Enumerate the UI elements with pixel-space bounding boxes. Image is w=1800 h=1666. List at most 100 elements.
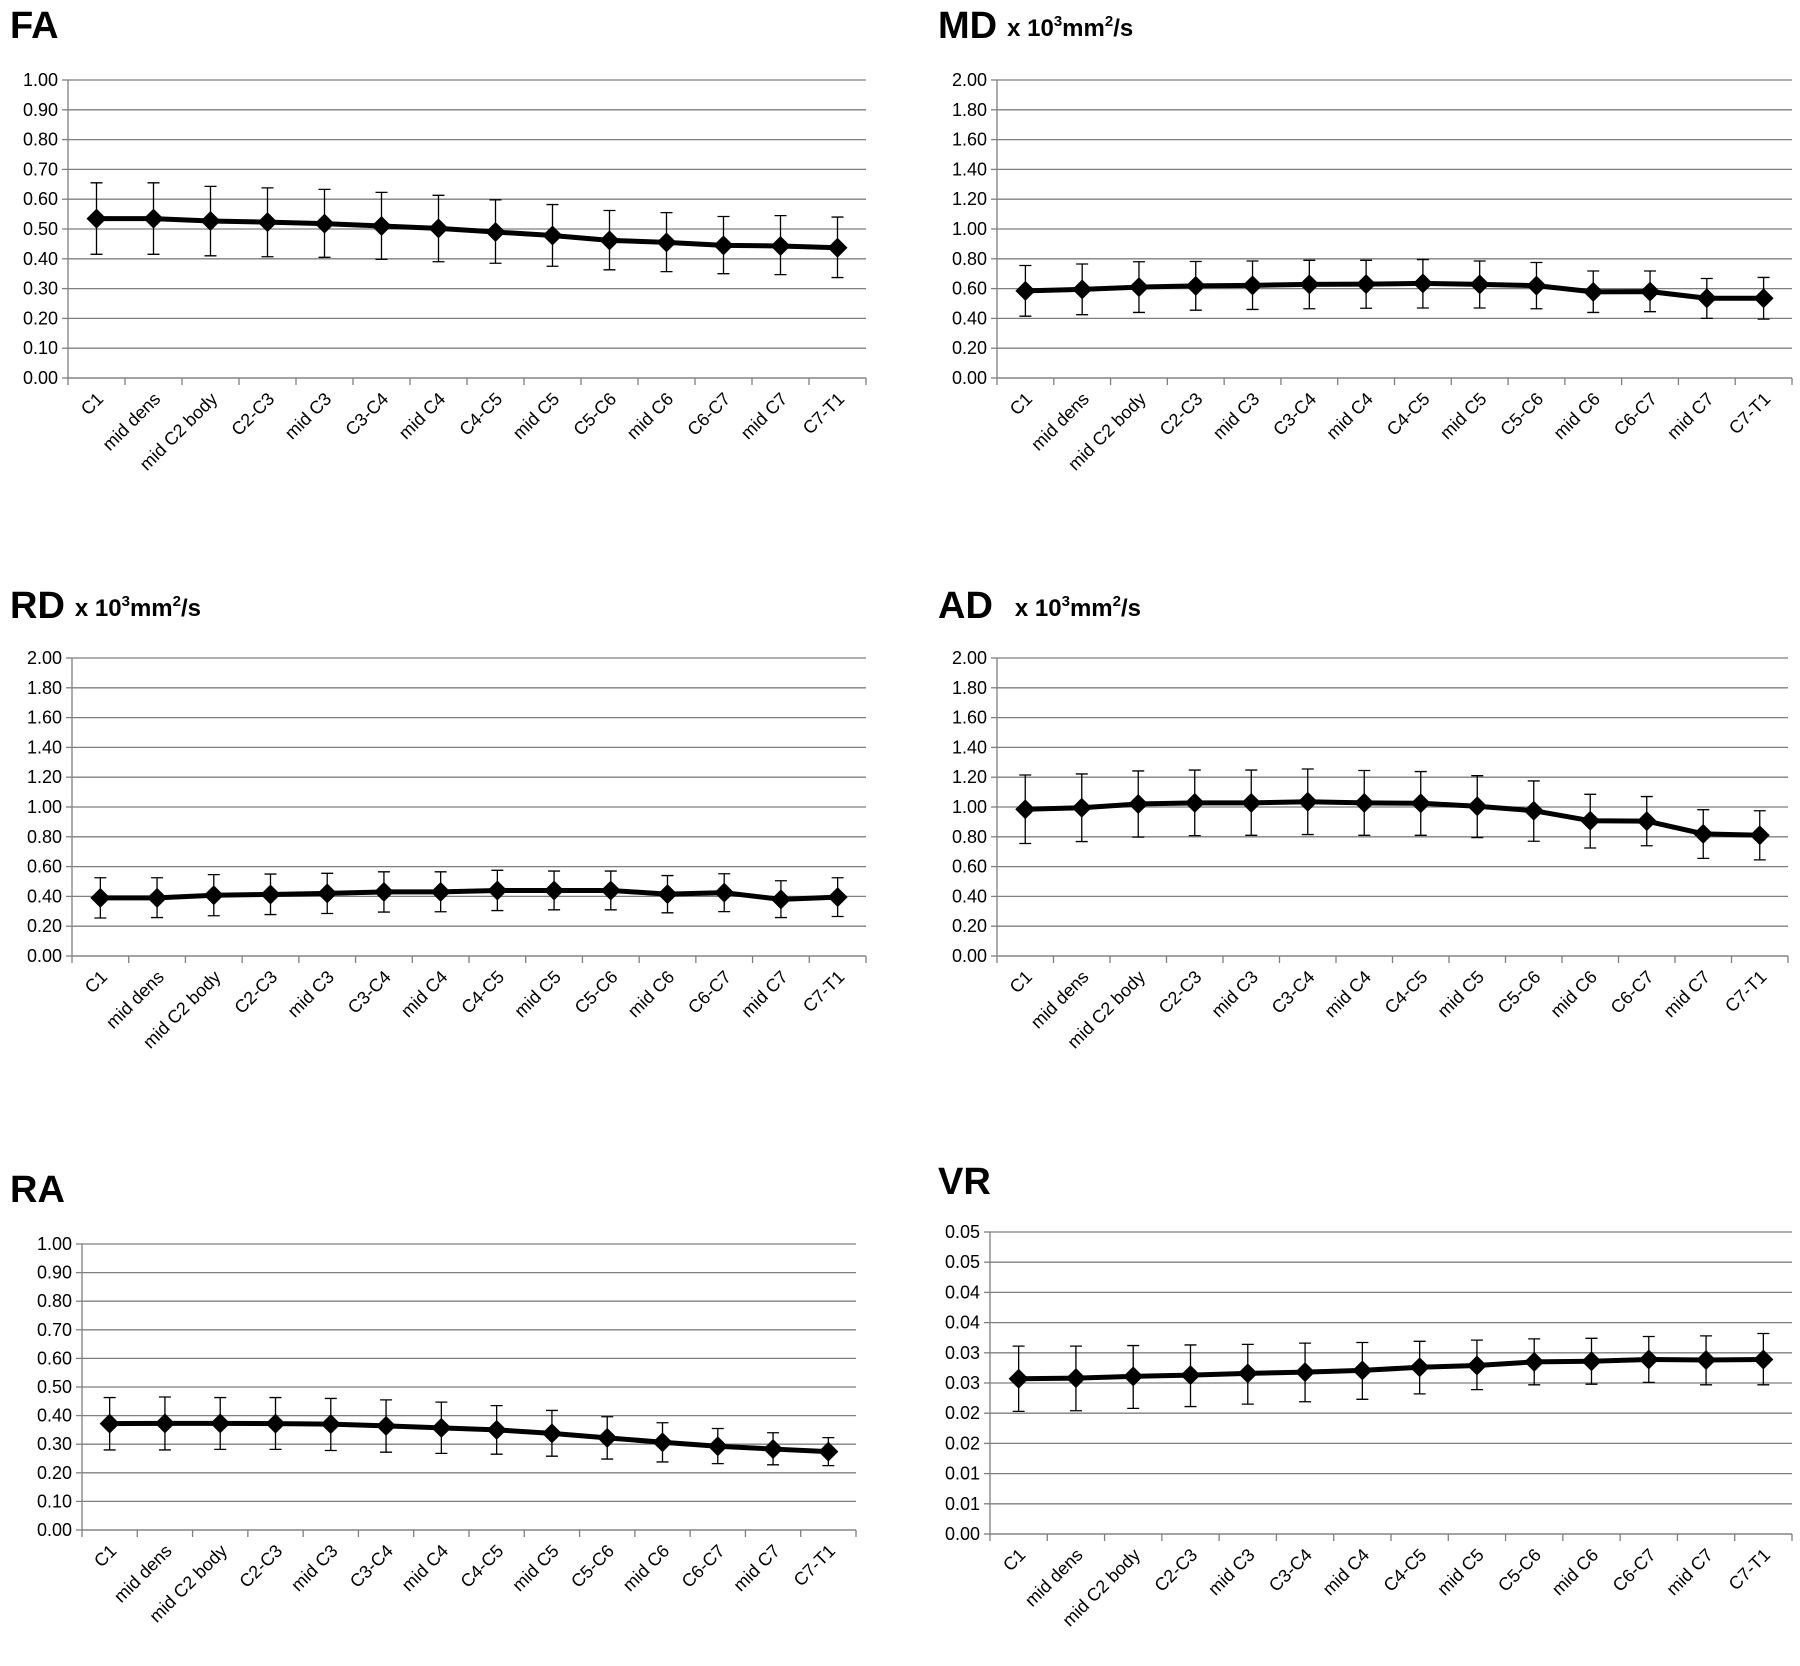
data-point-marker: [1008, 1368, 1029, 1389]
y-tick-label: 0.00: [27, 946, 62, 966]
x-tick-label: C7-T1: [799, 389, 849, 439]
data-point-marker: [1753, 288, 1774, 309]
x-tick-label: mid C7: [737, 967, 791, 1021]
data-point-marker: [1523, 800, 1544, 821]
y-tick-label: 1.20: [952, 189, 987, 209]
data-point-marker: [487, 880, 508, 901]
x-tick-label: mid C5: [510, 967, 564, 1021]
x-tick-label: C4-C5: [1383, 389, 1434, 440]
y-tick-label: 1.40: [27, 737, 62, 757]
data-point-marker: [1753, 1349, 1774, 1370]
data-point-marker: [430, 881, 451, 902]
data-point-marker: [486, 1419, 507, 1440]
x-tick-label: mid C5: [509, 389, 563, 443]
y-tick-label: 1.40: [952, 159, 987, 179]
y-tick-label: 0.90: [37, 1263, 72, 1283]
data-point-marker: [147, 887, 168, 908]
x-tick-label: C7-T1: [1725, 389, 1775, 439]
data-point-marker: [1524, 1351, 1545, 1372]
series: [1015, 768, 1770, 861]
chart-title: RD: [10, 585, 65, 627]
x-tick-label: C4-C5: [1381, 967, 1432, 1018]
y-tick-label: 1.20: [952, 767, 987, 787]
x-tick-label: C6-C7: [678, 1541, 729, 1592]
unit-exponent: 3: [1062, 593, 1070, 610]
series: [90, 869, 848, 919]
y-tick-label: 1.00: [952, 219, 987, 239]
x-tick-label: mid C7: [1662, 1545, 1716, 1599]
x-tick-label: C6-C7: [1610, 389, 1661, 440]
data-point-marker: [600, 880, 621, 901]
x-tick-label: C5-C6: [1494, 967, 1545, 1018]
x-tick-label: mid C4: [1322, 389, 1376, 443]
data-point-marker: [1299, 274, 1320, 295]
y-tick-label: 0.30: [37, 1434, 72, 1454]
x-tick-label: C2-C3: [235, 1541, 286, 1592]
unit-mid: mm: [1062, 15, 1105, 42]
y-tick-label: 0.10: [37, 1491, 72, 1511]
x-tick-label: mid C4: [395, 389, 449, 443]
unit-label: x 103mm2/s: [75, 593, 201, 622]
unit-exponent-2: 2: [1113, 593, 1121, 610]
unit-exponent: 3: [122, 593, 130, 610]
data-point-marker: [656, 232, 677, 253]
unit-end: /s: [1121, 595, 1141, 622]
chart-panel-fa: FA 0.00 0.10 0.20 0.30 0.40 0.50 0.60 0.70 0.80 0.…: [10, 5, 867, 474]
y-tick-label: 1.00: [23, 70, 58, 90]
x-tick-label: C6-C7: [1607, 967, 1658, 1018]
series: [1015, 258, 1774, 320]
data-point-marker: [1185, 275, 1206, 296]
data-point-marker: [200, 210, 221, 231]
data-point-marker: [1410, 793, 1431, 814]
data-point-marker: [827, 237, 848, 258]
y-tick-label: 2.00: [952, 70, 987, 90]
x-tick-label: mid C4: [397, 967, 451, 1021]
data-point-marker: [90, 887, 111, 908]
y-tick-label: 0.70: [23, 159, 58, 179]
x-tick-label: mid C6: [623, 389, 677, 443]
data-point-marker: [485, 221, 506, 242]
unit-end: /s: [181, 595, 201, 622]
x-tick-label: mid C6: [1547, 967, 1601, 1021]
x-tick-label: C5-C6: [569, 389, 620, 440]
x-tick-label: C3-C4: [1265, 1545, 1316, 1596]
y-tick-label: 0.20: [23, 308, 58, 328]
y-tick-label: 0.70: [37, 1320, 72, 1340]
y-tick-label: 0.10: [23, 338, 58, 358]
x-tick-label: C3-C4: [1269, 389, 1320, 440]
x-tick-label: mid C3: [1209, 389, 1263, 443]
data-point-marker: [1409, 1357, 1430, 1378]
x-tick-label: C2-C3: [1150, 1545, 1201, 1596]
y-tick-label: 0.20: [952, 338, 987, 358]
chart-panel-ad: AD x 103mm2/s 0.00 0.20 0.40 0.60 0.80 1.00 1.20…: [938, 585, 1789, 1052]
data-point-marker: [1297, 791, 1318, 812]
series: [1008, 1332, 1774, 1413]
unit-prefix: x 10: [75, 595, 122, 622]
y-tick-label: 0.50: [23, 219, 58, 239]
data-point-marker: [1071, 797, 1092, 818]
y-tick-label: 0.60: [27, 857, 62, 877]
data-point-marker: [1295, 1362, 1316, 1383]
data-point-marker: [652, 1432, 673, 1453]
x-tick-label: C4-C5: [457, 967, 508, 1018]
x-tick-label: mid C3: [1208, 967, 1262, 1021]
x-tick-label: C1: [1006, 967, 1036, 997]
data-point-marker: [99, 1413, 120, 1434]
data-point-marker: [1466, 1355, 1487, 1376]
y-tick-label: 0.00: [23, 368, 58, 388]
data-point-marker: [599, 230, 620, 251]
x-tick-label: mid C7: [1660, 967, 1714, 1021]
y-tick-label: 1.20: [27, 767, 62, 787]
x-tick-label: mid C5: [1436, 389, 1490, 443]
y-tick-label: 0.30: [23, 279, 58, 299]
series: [86, 182, 848, 279]
data-point-marker: [154, 1413, 175, 1434]
x-tick-label: C1: [81, 967, 111, 997]
data-point-marker: [1583, 281, 1604, 302]
unit-label: x 103mm2/s: [1007, 13, 1133, 42]
x-tick-label: C3-C4: [346, 1541, 397, 1592]
chart-panel-ra: RA 0.00 0.10 0.20 0.30 0.40 0.50 0.60 0.70 0.80 0.…: [10, 1169, 857, 1626]
x-tick-label: C2-C3: [227, 389, 278, 440]
y-tick-label: 0.40: [37, 1406, 72, 1426]
data-point-marker: [1636, 811, 1657, 832]
